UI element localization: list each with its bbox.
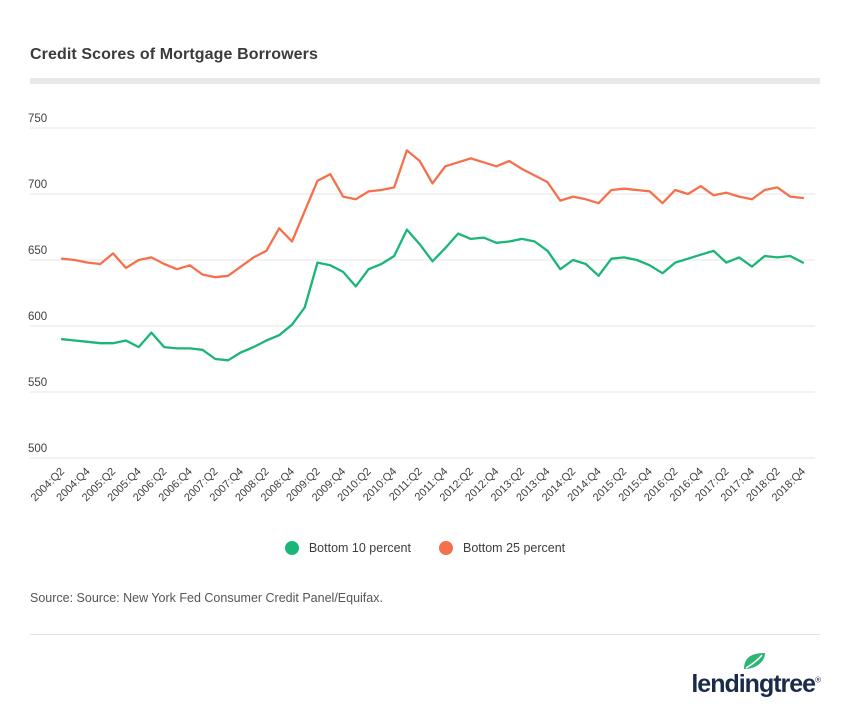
y-tick-label: 650: [28, 245, 47, 257]
legend-item-bottom-25-percent: Bottom 25 percent: [439, 541, 565, 555]
y-tick-label: 500: [28, 443, 47, 455]
source-note: Source: Source: New York Fed Consumer Cr…: [30, 591, 383, 605]
legend-item-bottom-10-percent: Bottom 10 percent: [284, 541, 411, 555]
page-title: Credit Scores of Mortgage Borrowers: [30, 46, 318, 63]
y-axis-labels: 500 550 600 650 700 750: [28, 113, 47, 455]
legend-label: Bottom 25 percent: [463, 541, 566, 555]
series-line-bottom-10-percent: [60, 228, 805, 362]
footer-divider: [30, 634, 820, 635]
header-divider: [30, 78, 820, 84]
series-line-bottom-25-percent: [60, 149, 805, 279]
series-lines: [60, 149, 805, 362]
y-tick-label: 750: [28, 113, 47, 125]
legend-dot: [284, 541, 299, 555]
y-gridlines: [30, 127, 815, 459]
chart-canvas: 500 550 600 650 700 750 2004:Q22004:Q42005:Q2…: [28, 113, 815, 504]
lendingtree-logo: lendingtree®: [691, 652, 821, 701]
y-tick-label: 550: [28, 377, 47, 389]
chart-legend: Bottom 10 percent Bottom 25 percent: [0, 535, 850, 561]
legend-label: Bottom 10 percent: [308, 541, 411, 555]
registered-mark: ®: [815, 675, 821, 685]
x-axis-labels: 2004:Q22004:Q42005:Q22005:Q42006:Q22006:…: [29, 466, 808, 504]
legend-dot: [439, 541, 453, 555]
logo-wordmark: lendingtree®: [691, 670, 821, 698]
y-tick-label: 700: [28, 179, 47, 191]
leaf-icon: [744, 653, 766, 669]
y-tick-label: 600: [28, 311, 47, 323]
